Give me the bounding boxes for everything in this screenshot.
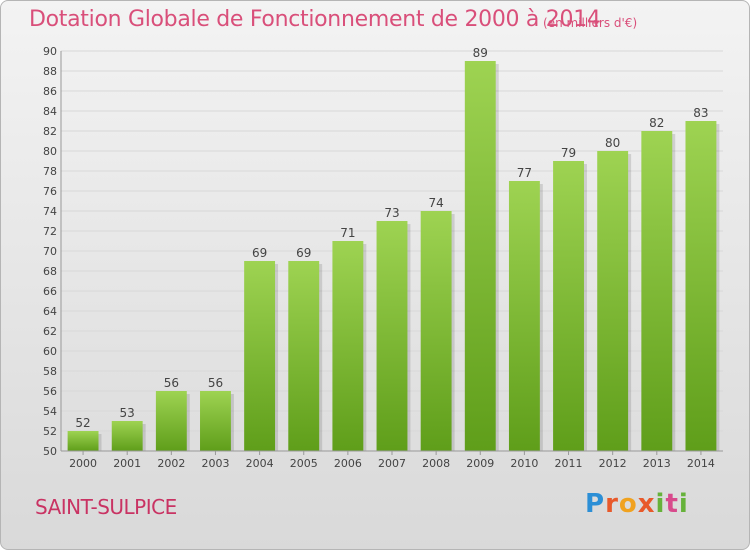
x-tick-label: 2001 <box>113 457 141 470</box>
bar-2002 <box>155 391 187 451</box>
data-label: 80 <box>605 136 620 150</box>
data-label: 52 <box>75 416 90 430</box>
data-label: 73 <box>384 206 399 220</box>
y-tick-label: 78 <box>43 165 57 178</box>
bar-2010 <box>508 181 540 451</box>
x-tick-label: 2004 <box>246 457 274 470</box>
x-tick-label: 2003 <box>201 457 229 470</box>
bars: 52 53 56 56 69 69 71 73 74 89 77 79 80 82 83 <box>67 46 720 451</box>
bar-2007 <box>376 221 408 451</box>
x-tick-label: 2000 <box>69 457 97 470</box>
y-tick-label: 54 <box>43 405 57 418</box>
data-label: 74 <box>428 196 443 210</box>
axes: 50 52 54 56 58 60 62 64 66 68 70 72 74 76 78 80 82 84 86 88… <box>43 45 723 470</box>
x-tick-label: 2010 <box>510 457 538 470</box>
x-tick-label: 2005 <box>290 457 318 470</box>
bar-2001 <box>111 421 143 451</box>
y-tick-label: 90 <box>43 45 57 58</box>
y-tick-label: 88 <box>43 65 57 78</box>
bar-2009 <box>464 61 496 451</box>
y-tick-label: 66 <box>43 285 57 298</box>
y-tick-label: 82 <box>43 125 57 138</box>
y-tick-label: 74 <box>43 205 57 218</box>
y-tick-label: 58 <box>43 365 57 378</box>
y-tick-label: 70 <box>43 245 57 258</box>
bar-2011 <box>553 161 584 451</box>
x-tick-label: 2014 <box>687 457 715 470</box>
bar-2006 <box>332 241 364 451</box>
x-tick-label: 2012 <box>599 457 627 470</box>
chart-subtitle: (en milliers d'€) <box>543 16 638 30</box>
y-tick-label: 60 <box>43 345 57 358</box>
x-tick-label: 2008 <box>422 457 450 470</box>
y-tick-label: 84 <box>43 105 57 118</box>
commune-name: SAINT-SULPICE <box>35 495 177 519</box>
bar-2012 <box>597 151 629 451</box>
bar-2005 <box>288 261 320 451</box>
y-tick-label: 56 <box>43 385 57 398</box>
bar-2003 <box>200 391 231 451</box>
bar-2008 <box>420 211 452 451</box>
data-label: 53 <box>120 406 135 420</box>
chart-title: Dotation Globale de Fonctionnement de 20… <box>29 7 601 32</box>
bar-2014 <box>685 121 717 451</box>
data-label: 79 <box>561 146 576 160</box>
bar-2004 <box>244 261 276 451</box>
data-label: 71 <box>340 226 355 240</box>
data-label: 69 <box>296 246 311 260</box>
bar-2013 <box>641 131 673 451</box>
proxiti-logo[interactable]: Proxiti <box>585 489 689 519</box>
x-tick-label: 2013 <box>643 457 671 470</box>
y-tick-label: 68 <box>43 265 57 278</box>
x-tick-label: 2009 <box>466 457 494 470</box>
data-label: 56 <box>208 376 223 390</box>
y-tick-label: 64 <box>43 305 57 318</box>
x-tick-label: 2007 <box>378 457 406 470</box>
data-label: 69 <box>252 246 267 260</box>
data-label: 89 <box>473 46 488 60</box>
y-tick-label: 80 <box>43 145 57 158</box>
x-tick-label: 2006 <box>334 457 362 470</box>
data-label: 56 <box>164 376 179 390</box>
x-tick-label: 2011 <box>555 457 583 470</box>
y-tick-label: 50 <box>43 445 57 458</box>
y-tick-label: 72 <box>43 225 57 238</box>
y-tick-label: 86 <box>43 85 57 98</box>
data-label: 83 <box>693 106 708 120</box>
x-tick-label: 2002 <box>157 457 185 470</box>
data-label: 77 <box>517 166 532 180</box>
y-tick-label: 62 <box>43 325 57 338</box>
y-tick-label: 52 <box>43 425 57 438</box>
y-tick-label: 76 <box>43 185 57 198</box>
bar-2000 <box>67 431 99 451</box>
data-label: 82 <box>649 116 664 130</box>
